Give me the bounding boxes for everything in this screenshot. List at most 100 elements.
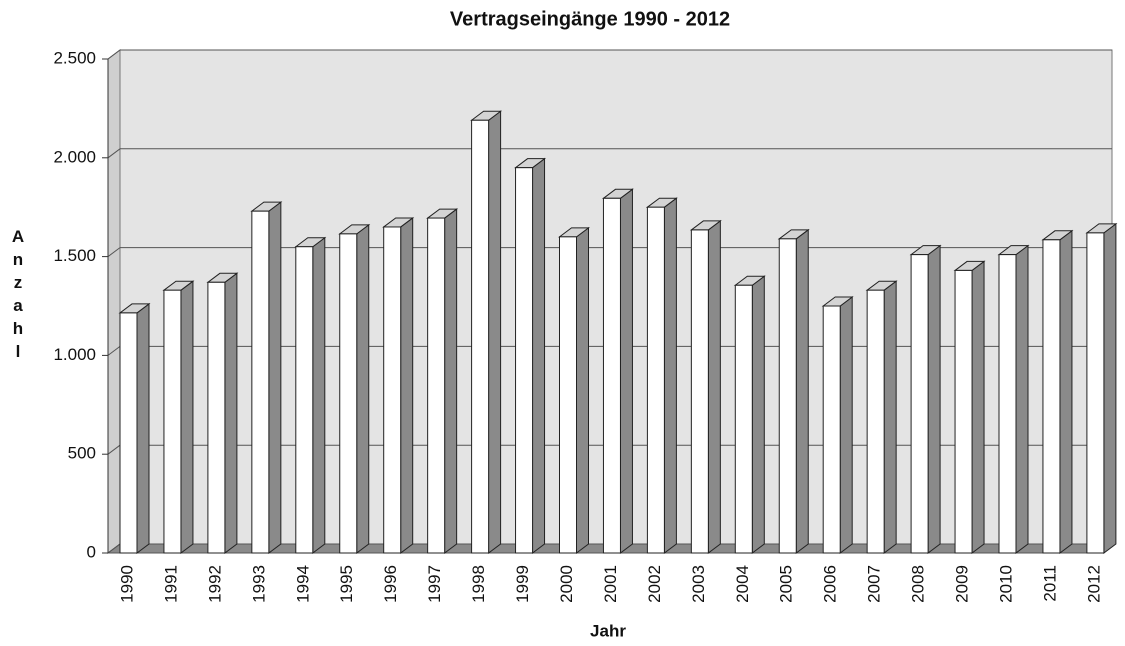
bar-front — [339, 233, 358, 554]
bar — [1041, 229, 1074, 554]
x-tick-label: 2009 — [953, 565, 972, 603]
bar — [601, 188, 634, 554]
bar-side — [795, 228, 809, 554]
bar-front — [295, 246, 314, 554]
bar-side — [312, 236, 326, 554]
y-tick-label: 1.000 — [53, 345, 96, 364]
bar-side — [707, 219, 721, 554]
bar — [733, 275, 766, 554]
grid-line — [107, 247, 121, 258]
y-tick-label: 2.000 — [53, 147, 96, 166]
bar-side — [444, 208, 458, 554]
y-tick-label: 1.500 — [53, 246, 96, 265]
y-tick-label: 0 — [87, 542, 96, 561]
bar-side — [751, 275, 765, 554]
bar-front — [866, 289, 885, 554]
bar-side — [839, 296, 853, 554]
x-tick-label: 2012 — [1084, 565, 1103, 603]
bar-front — [515, 167, 534, 554]
x-tick-label: 1995 — [337, 565, 356, 603]
bar — [382, 216, 415, 554]
bar-side — [268, 201, 282, 554]
bar — [470, 110, 503, 554]
bar — [997, 244, 1030, 554]
bar — [162, 280, 195, 554]
x-tick-label: 2003 — [689, 565, 708, 603]
x-tick-label: 2006 — [821, 565, 840, 603]
chart-title: Vertragseingänge 1990 - 2012 — [450, 8, 730, 30]
bar-front — [690, 229, 709, 554]
bar — [645, 197, 678, 554]
bar — [426, 208, 459, 554]
bar-front — [1086, 232, 1105, 554]
bar-side — [663, 197, 677, 554]
bar-side — [1059, 229, 1073, 554]
grid-line — [107, 444, 121, 455]
x-tick-label: 2001 — [601, 565, 620, 603]
grid-line — [107, 345, 121, 356]
bar-front — [427, 217, 446, 554]
bar-front — [163, 289, 182, 554]
bar-front — [1042, 239, 1061, 554]
x-tick-label: 1999 — [513, 565, 532, 603]
bar-side — [1015, 244, 1029, 554]
bar — [558, 226, 590, 554]
bar-side — [180, 280, 194, 554]
bar — [250, 201, 283, 554]
x-tick-label: 2005 — [777, 565, 796, 603]
bar-side — [971, 260, 985, 554]
bar — [118, 302, 151, 554]
bar-front — [602, 197, 621, 554]
bar — [909, 244, 942, 554]
bar-front — [822, 305, 841, 554]
x-tick-label: 2011 — [1040, 565, 1059, 602]
bar-front — [998, 254, 1017, 554]
bar-side — [883, 280, 897, 554]
y-tick-label: 500 — [68, 444, 96, 463]
bar-front — [778, 238, 797, 554]
x-tick-label: 2010 — [996, 565, 1015, 603]
bar-side — [400, 216, 414, 554]
bar — [338, 223, 371, 554]
bar — [206, 272, 239, 554]
bar — [821, 296, 854, 554]
bar-side — [927, 244, 941, 554]
x-tick-label: 1992 — [205, 565, 224, 603]
bar-side — [576, 226, 589, 554]
x-tick-label: 1993 — [249, 565, 268, 603]
left-wall — [107, 49, 121, 554]
bar — [865, 280, 898, 554]
bar-front — [119, 312, 138, 554]
bar-side — [488, 110, 502, 554]
x-tick-label: 1994 — [293, 565, 312, 603]
grid-line — [107, 148, 121, 159]
bar-front — [207, 281, 226, 554]
bar-front — [910, 254, 929, 554]
bar — [689, 219, 722, 554]
x-tick-label: 1990 — [117, 565, 136, 603]
y-tick-label: 2.500 — [53, 48, 96, 67]
grid-line — [107, 543, 121, 554]
bar-side — [356, 223, 370, 554]
x-tick-label: 2008 — [909, 565, 928, 603]
bar — [777, 228, 810, 554]
bar-side — [1103, 222, 1117, 554]
bar-side — [136, 302, 150, 554]
bar-front — [559, 236, 577, 554]
x-axis-label: Jahr — [590, 621, 626, 640]
x-tick-label: 2007 — [865, 565, 884, 603]
bar-front — [471, 119, 490, 554]
x-tick-label: 1991 — [161, 565, 180, 603]
bar — [514, 157, 547, 554]
bar — [294, 236, 327, 554]
x-tick-label: 1998 — [469, 565, 488, 603]
x-tick-label: 2004 — [733, 565, 752, 603]
x-tick-label: 2002 — [645, 565, 664, 603]
bar — [953, 260, 986, 554]
x-tick-label: 1997 — [425, 565, 444, 603]
bar-front — [383, 226, 402, 554]
grid-line — [107, 49, 121, 60]
bar-front — [954, 269, 973, 554]
